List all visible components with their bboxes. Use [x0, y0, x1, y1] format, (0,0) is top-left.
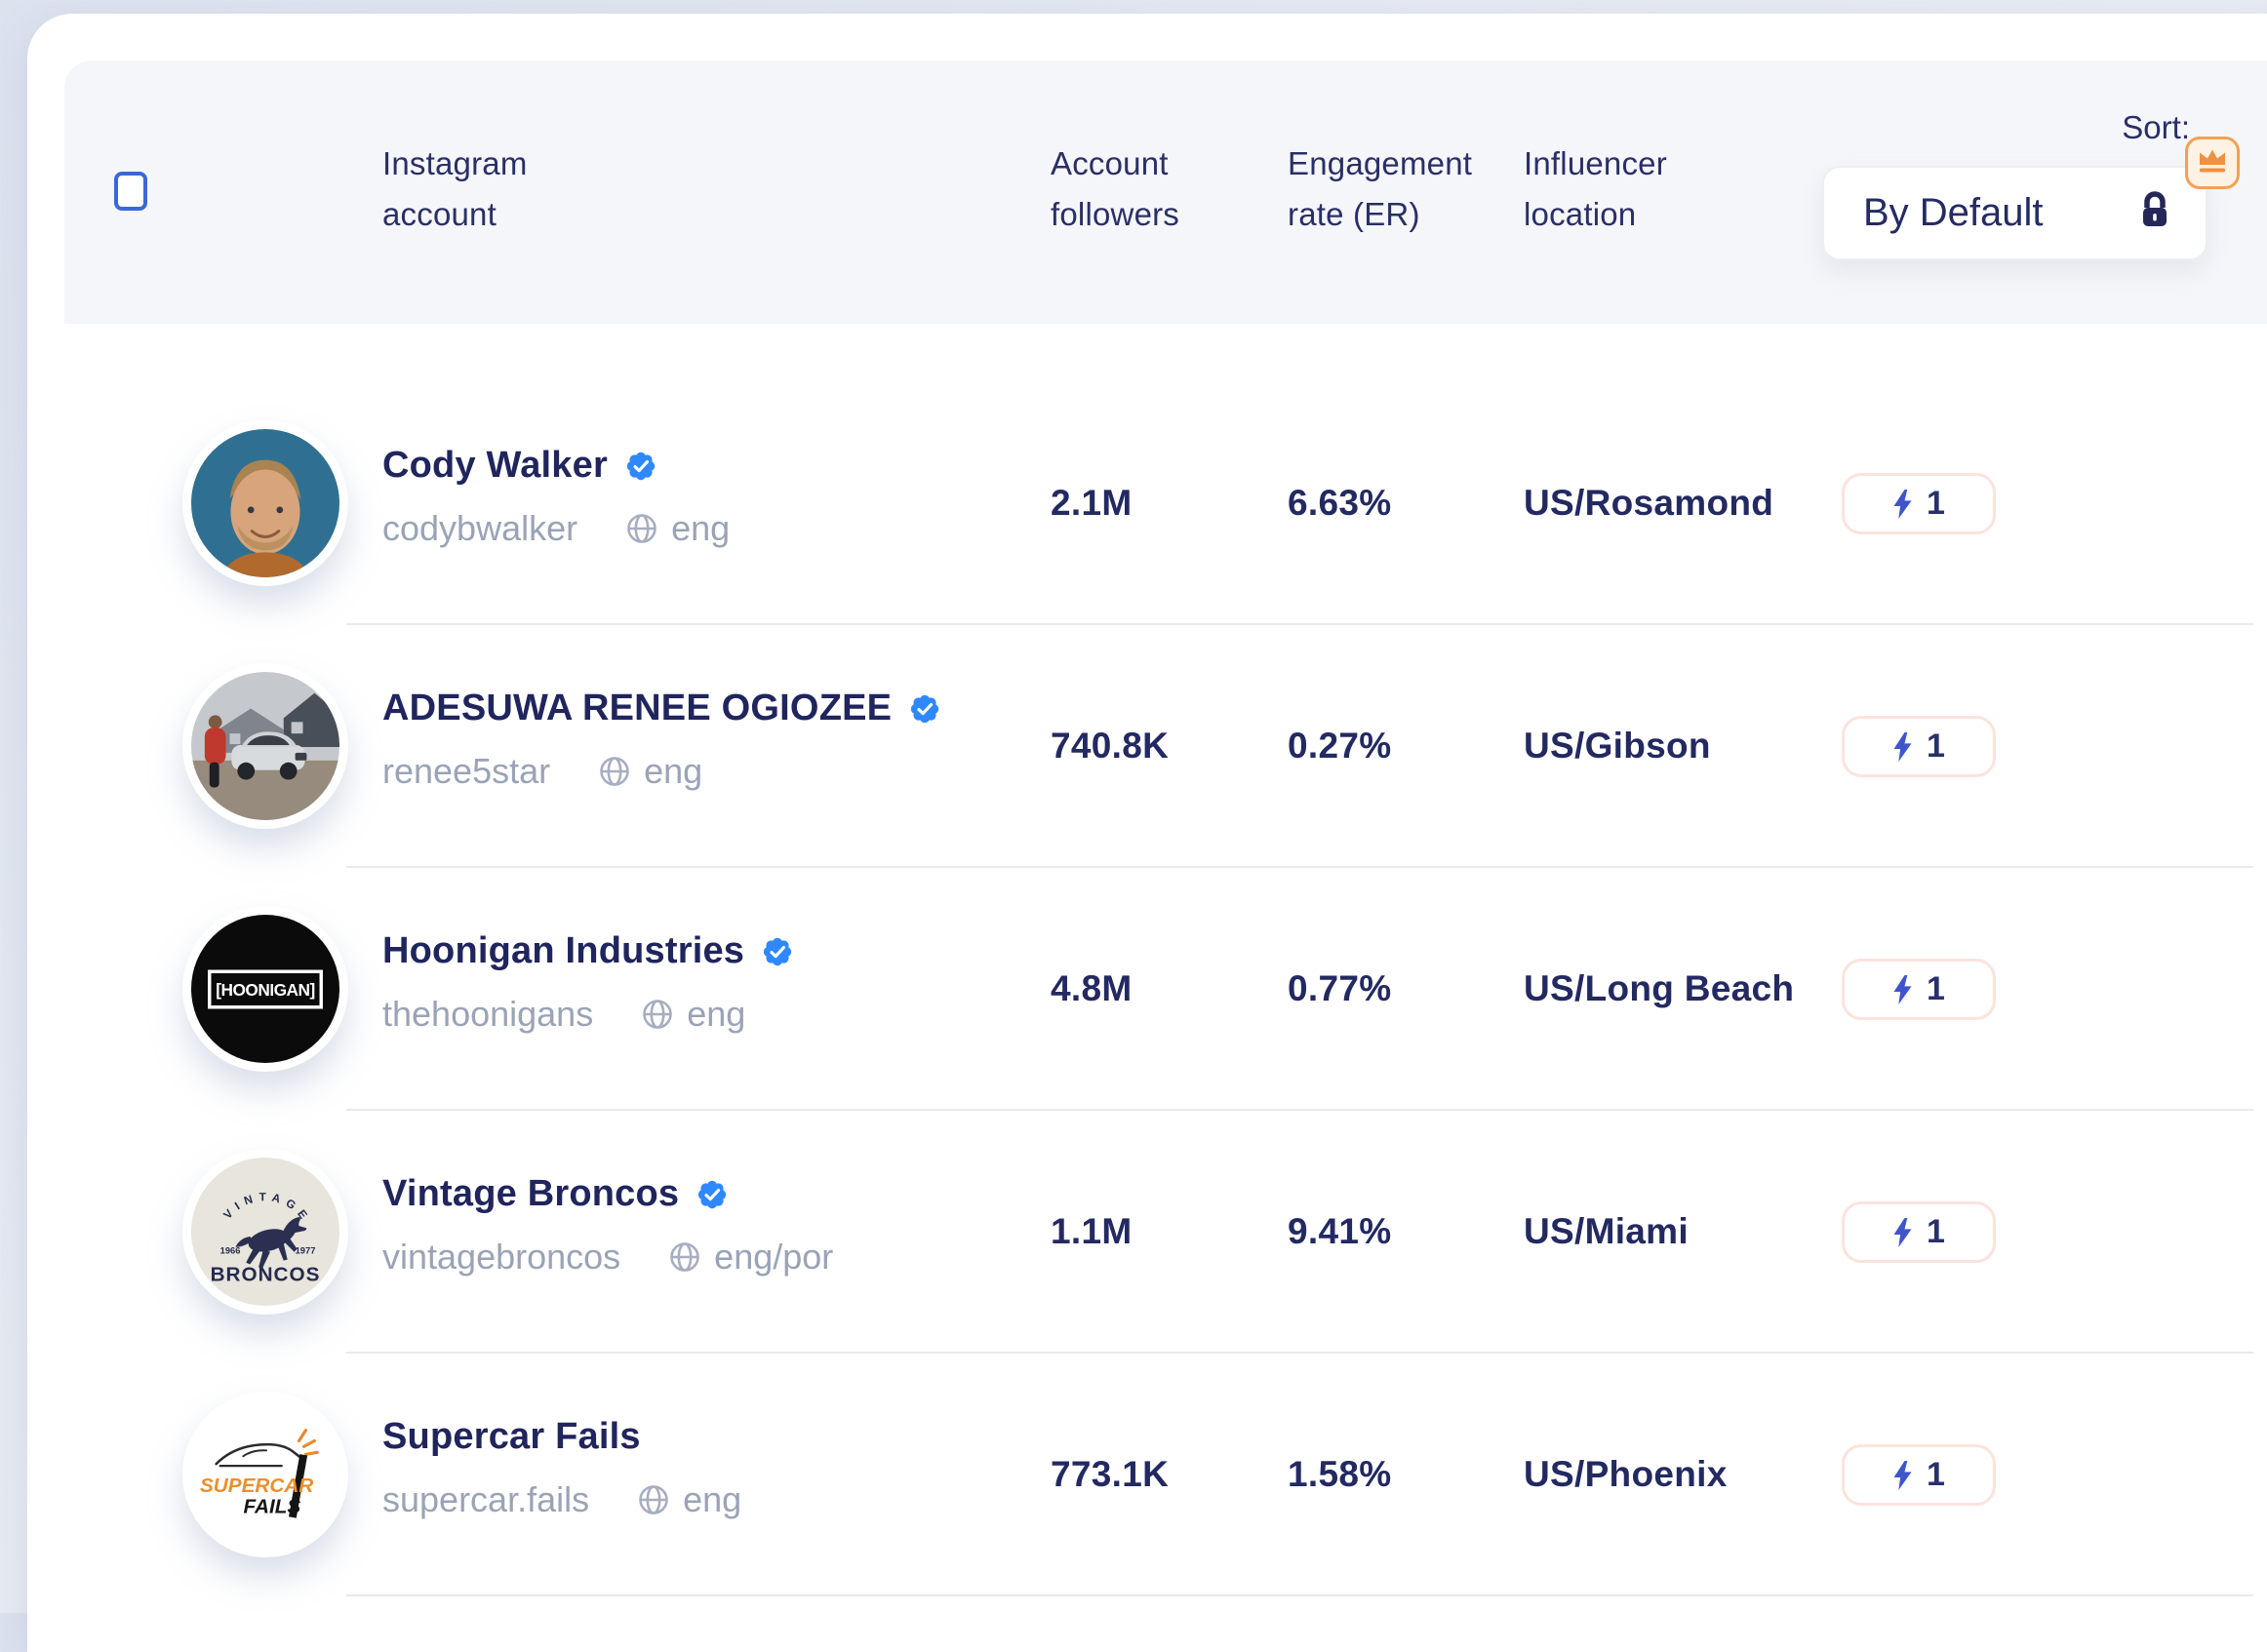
globe-icon — [600, 757, 629, 786]
location-value: US/Phoenix — [1524, 1454, 1728, 1494]
account-username: renee5star — [382, 751, 551, 791]
avatar[interactable] — [182, 663, 348, 829]
row-divider — [346, 866, 2253, 868]
globe-icon — [627, 514, 656, 543]
verified-badge-icon — [698, 1180, 727, 1208]
bolt-icon — [1893, 1217, 1912, 1247]
table-row[interactable]: Cody Walker codybwalker — [0, 382, 2267, 625]
row-divider — [346, 623, 2253, 625]
engagement-rate-value: 0.77% — [1288, 968, 1392, 1008]
globe-icon — [643, 1000, 673, 1029]
energy-action-button[interactable]: 1 — [1842, 1444, 1996, 1506]
globe-icon — [639, 1485, 668, 1514]
followers-value: 1.1M — [1051, 1211, 1133, 1251]
followers-value: 2.1M — [1051, 483, 1133, 523]
account-username: vintagebroncos — [382, 1237, 621, 1277]
account-name[interactable]: Vintage Broncos — [382, 1173, 680, 1214]
action-count: 1 — [1927, 728, 1945, 765]
account-name[interactable]: Supercar Fails — [382, 1416, 641, 1457]
avatar-image-cody-walker — [191, 429, 339, 577]
account-username: supercar.fails — [382, 1479, 590, 1519]
account-username: thehoonigans — [382, 994, 594, 1034]
svg-text:SUPERCAR: SUPERCAR — [200, 1475, 313, 1497]
engagement-rate-value: 9.41% — [1288, 1211, 1392, 1251]
svg-text:BRONCOS: BRONCOS — [211, 1263, 321, 1285]
followers-value: 740.8K — [1051, 726, 1170, 766]
account-language: eng — [687, 994, 746, 1034]
action-count: 1 — [1927, 1456, 1945, 1493]
bolt-icon — [1893, 731, 1912, 762]
location-value: US/Rosamond — [1524, 483, 1774, 523]
location-value: US/Miami — [1524, 1211, 1689, 1251]
influencer-table-page: Instagram account Account followers Enga… — [0, 109, 2267, 1596]
verified-badge-icon — [626, 452, 656, 480]
energy-action-button[interactable]: 1 — [1842, 473, 1996, 534]
row-divider — [346, 1109, 2253, 1111]
premium-crown-button[interactable] — [2185, 137, 2240, 189]
bolt-icon — [1893, 974, 1912, 1004]
row-divider — [346, 1352, 2253, 1354]
lock-icon — [2135, 188, 2174, 238]
account-name[interactable]: Hoonigan Industries — [382, 930, 745, 971]
bolt-icon — [1893, 489, 1912, 519]
avatar-image-hoonigan: [HOONIGAN] — [191, 915, 339, 1063]
avatar-image-adesuwa — [191, 672, 339, 820]
account-language: eng — [644, 751, 703, 791]
table-row[interactable]: ADESUWA RENEE OGIOZEE renee5star — [0, 625, 2267, 868]
column-header-location: Influencer location — [1524, 145, 1667, 232]
action-count: 1 — [1927, 970, 1945, 1007]
account-name[interactable]: ADESUWA RENEE OGIOZEE — [382, 688, 893, 728]
avatar[interactable]: [HOONIGAN] — [182, 906, 348, 1072]
account-language: eng — [671, 508, 731, 548]
account-username: codybwalker — [382, 508, 578, 548]
engagement-rate-value: 1.58% — [1288, 1454, 1392, 1494]
bolt-icon — [1893, 1460, 1912, 1490]
account-language: eng/por — [714, 1237, 834, 1277]
action-count: 1 — [1927, 1213, 1945, 1250]
action-count: 1 — [1927, 485, 1945, 522]
table-row[interactable]: [HOONIGAN] Hoonigan Industries thehoonig… — [0, 868, 2267, 1111]
table-row[interactable]: VINTAGE 1966 1977 BRONCOS Vintage Bronco — [0, 1111, 2267, 1354]
energy-action-button[interactable]: 1 — [1842, 716, 1996, 777]
column-header-engagement: Engagement rate (ER) — [1288, 145, 1473, 232]
verified-badge-icon — [911, 694, 939, 723]
avatar-image-vintage-broncos: VINTAGE 1966 1977 BRONCOS — [191, 1158, 339, 1306]
location-value: US/Gibson — [1524, 726, 1711, 766]
sort-dropdown-value: By Default — [1863, 191, 2044, 234]
energy-action-button[interactable]: 1 — [1842, 959, 1996, 1020]
sort-label: Sort: — [2122, 109, 2190, 145]
svg-text:FAILS: FAILS — [244, 1495, 301, 1517]
avatar[interactable]: VINTAGE 1966 1977 BRONCOS — [182, 1149, 348, 1315]
energy-action-button[interactable]: 1 — [1842, 1201, 1996, 1263]
account-name[interactable]: Cody Walker — [382, 445, 608, 486]
svg-text:1966: 1966 — [220, 1246, 241, 1256]
engagement-rate-value: 0.27% — [1288, 726, 1392, 766]
crown-icon — [2196, 146, 2229, 180]
followers-value: 4.8M — [1051, 968, 1133, 1008]
avatar[interactable]: SUPERCAR FAILS — [182, 1392, 348, 1557]
sort-dropdown[interactable]: By Default — [1822, 166, 2207, 260]
account-language: eng — [683, 1479, 742, 1519]
svg-text:1977: 1977 — [296, 1246, 316, 1256]
avatar[interactable] — [182, 420, 348, 586]
column-header-followers: Account followers — [1051, 145, 1180, 232]
location-value: US/Long Beach — [1524, 968, 1795, 1008]
verified-badge-icon — [763, 937, 792, 965]
select-all-checkbox[interactable] — [114, 172, 147, 211]
table-row[interactable]: SUPERCAR FAILS Supercar Fails supercar.f… — [0, 1354, 2267, 1596]
engagement-rate-value: 6.63% — [1288, 483, 1392, 523]
svg-text:[HOONIGAN]: [HOONIGAN] — [216, 980, 315, 1000]
row-divider — [346, 1594, 2253, 1596]
avatar-image-supercar-fails: SUPERCAR FAILS — [191, 1400, 339, 1549]
globe-icon — [670, 1242, 699, 1272]
column-header-account: Instagram account — [382, 145, 528, 232]
followers-value: 773.1K — [1051, 1454, 1170, 1494]
